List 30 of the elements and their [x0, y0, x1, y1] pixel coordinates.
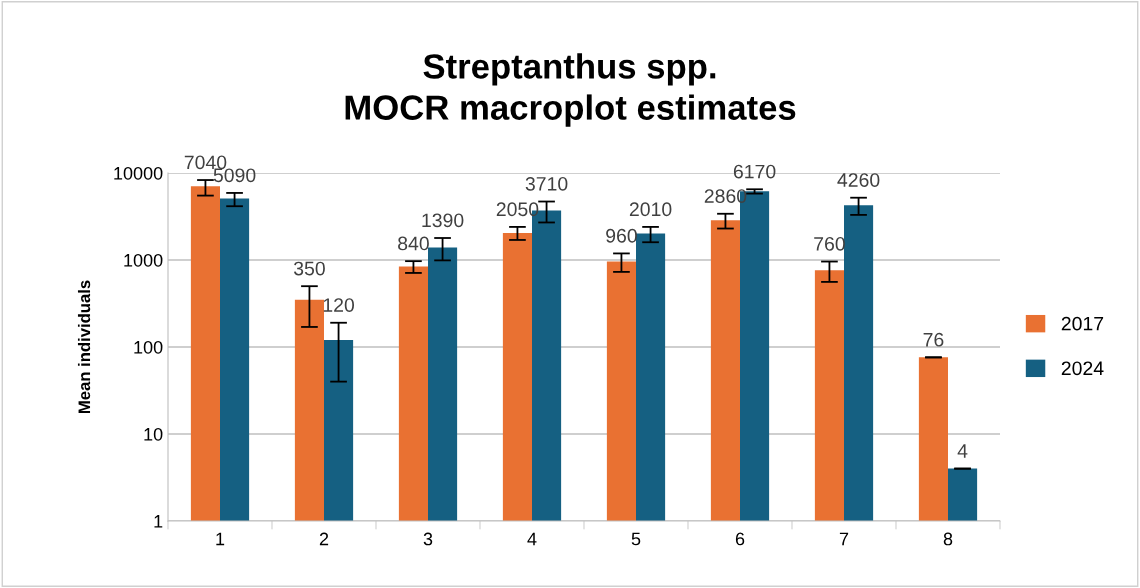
data-label: 4260	[837, 173, 880, 187]
y-axis-title: Mean individuals	[77, 280, 91, 414]
y-tick-label: 10	[144, 427, 163, 441]
x-tick-label: 7	[839, 532, 849, 546]
data-label: 76	[923, 332, 944, 347]
x-tick-label: 4	[527, 532, 537, 546]
y-tick-label: 10000	[114, 166, 163, 180]
data-label: 5090	[213, 168, 256, 183]
y-tick-label: 100	[134, 340, 163, 354]
legend-label: 2017	[1061, 316, 1104, 331]
data-label: 840	[398, 236, 429, 251]
data-label: 4	[957, 444, 968, 458]
data-label: 2010	[629, 202, 672, 217]
chart-title: Streptanthus spp. MOCR macroplot estimates	[345, 53, 796, 127]
x-tick-label: 1	[216, 532, 225, 546]
data-label: 120	[323, 298, 355, 312]
y-tick-label: 1	[154, 515, 163, 528]
legend-label: 2024	[1061, 361, 1104, 376]
x-tick-label: 6	[735, 532, 745, 546]
data-label: 1390	[422, 213, 464, 228]
data-label: 350	[293, 261, 325, 276]
x-tick-label: 5	[631, 532, 641, 546]
x-tick-label: 3	[423, 532, 433, 546]
data-label: 7040	[184, 155, 227, 170]
x-tick-label: 8	[943, 532, 953, 546]
y-tick-label: 1000	[124, 253, 163, 267]
data-label: 3710	[525, 176, 568, 191]
data-label: 6170	[733, 164, 776, 179]
x-tick-label: 2	[319, 532, 329, 546]
data-label: 2050	[496, 202, 539, 217]
